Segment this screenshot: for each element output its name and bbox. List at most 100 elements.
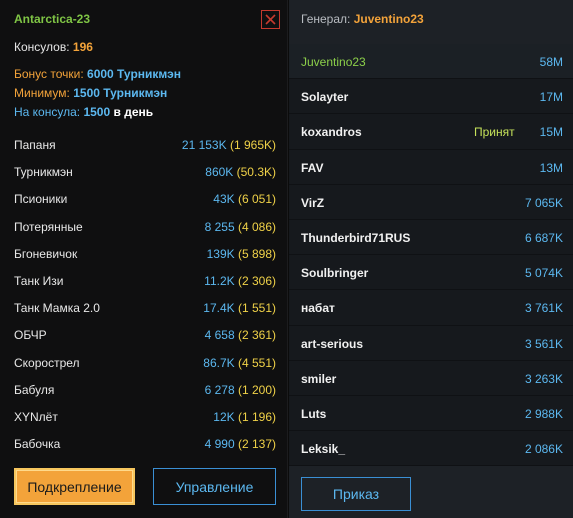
stat-value: 17.4K (1 551) xyxy=(203,301,276,315)
member-name: Luts xyxy=(301,406,327,421)
stat-extra-value: (1 196) xyxy=(237,409,276,424)
stat-row: Бгоневичок 139K (5 898) xyxy=(0,240,288,267)
stat-main-value: 139K xyxy=(206,246,235,261)
minimum-line: Минимум: 1500 Турникмэн xyxy=(14,86,167,100)
stat-name: Танк Изи xyxy=(14,273,64,288)
per-consul-label: На консула: xyxy=(14,105,81,119)
general-name: Juventino23 xyxy=(353,12,424,26)
member-row[interactable]: Thunderbird71RUS 6 687K xyxy=(289,220,573,256)
member-value: 7 065K xyxy=(524,195,563,210)
stat-extra-value: (1 965K) xyxy=(229,138,276,152)
stat-extra-value: (6 051) xyxy=(237,192,276,207)
close-button[interactable] xyxy=(261,10,280,29)
stat-value: 21 153K (1 965K) xyxy=(182,138,276,152)
stat-row: Бабочка 4 990 (2 137) xyxy=(0,430,288,457)
stat-main-value: 860K xyxy=(205,165,234,180)
member-value: 3 263K xyxy=(524,371,563,386)
stat-extra-value: (1 200) xyxy=(237,382,276,397)
consuls-line: Консулов: 196 xyxy=(14,40,93,54)
member-row[interactable]: Soulbringer 5 074K xyxy=(289,255,573,291)
stat-name: Скорострел xyxy=(14,355,80,370)
member-name: набат xyxy=(301,301,335,316)
consuls-value: 196 xyxy=(72,40,93,54)
stat-row: Потерянные 8 255 (4 086) xyxy=(0,213,288,240)
member-name: Juventino23 xyxy=(301,55,366,69)
bonus-line: Бонус точки: 6000 Турникмэн xyxy=(14,67,181,81)
stat-main-value: 21 153K xyxy=(181,138,227,152)
member-name: Thunderbird71RUS xyxy=(301,230,411,245)
minimum-label: Минимум: xyxy=(14,86,70,100)
member-name: VirZ xyxy=(301,195,325,210)
member-value: 3 561K xyxy=(524,336,563,351)
member-row[interactable]: Leksik_ 2 086K xyxy=(289,431,573,467)
member-row[interactable]: koxandros Принят 15M xyxy=(289,114,573,150)
stat-value: 4 658 (2 361) xyxy=(205,328,276,342)
stat-main-value: 6 278 xyxy=(204,382,235,397)
per-consul-value: 1500 xyxy=(83,105,111,119)
stat-value: 4 990 (2 137) xyxy=(205,437,276,451)
member-value: 6 687K xyxy=(524,230,563,245)
member-status: Принят xyxy=(474,125,515,140)
stat-row: Турникмэн 860K (50.3K) xyxy=(0,158,288,185)
members-list: Juventino23 58M Solayter 17M koxandros Прин… xyxy=(289,44,573,467)
stat-name: Бгоневичок xyxy=(14,246,78,261)
stat-row: Бабуля 6 278 (1 200) xyxy=(0,376,288,403)
per-consul-suffix: в день xyxy=(113,105,154,119)
stat-name: Псионики xyxy=(14,192,68,207)
stat-name: Потерянные xyxy=(14,219,83,234)
stat-name: Танк Мамка 2.0 xyxy=(14,301,100,316)
stat-value: 43K (6 051) xyxy=(213,192,276,206)
stat-extra-value: (4 551) xyxy=(237,355,276,370)
stat-name: XYNлёт xyxy=(14,409,58,424)
member-row[interactable]: smiler 3 263K xyxy=(289,361,573,396)
member-row[interactable]: Juventino23 58M xyxy=(289,44,573,80)
stat-extra-value: (2 361) xyxy=(237,328,276,343)
stat-name: Бабочка xyxy=(14,437,61,452)
stat-row: Танк Изи 11.2K (2 306) xyxy=(0,267,288,294)
stat-value: 139K (5 898) xyxy=(207,247,276,261)
stat-name: Папаня xyxy=(14,138,56,152)
stat-value: 6 278 (1 200) xyxy=(205,383,276,397)
stat-main-value: 4 658 xyxy=(204,328,235,343)
stat-row: Папаня 21 153K (1 965K) xyxy=(0,131,288,158)
member-row[interactable]: VirZ 7 065K xyxy=(289,185,573,220)
order-button[interactable]: Приказ xyxy=(301,477,411,511)
member-row[interactable]: FAV 13M xyxy=(289,150,573,185)
stat-name: ОБЧР xyxy=(14,328,47,343)
member-value: 17M xyxy=(539,90,563,105)
general-label: Генерал: xyxy=(301,12,351,26)
per-consul-line: На консула: 1500 в день xyxy=(14,105,153,119)
stat-main-value: 8 255 xyxy=(204,219,235,234)
stat-main-value: 4 990 xyxy=(204,437,235,452)
stat-value: 11.2K (2 306) xyxy=(204,274,276,288)
member-row[interactable]: Luts 2 988K xyxy=(289,396,573,432)
members-panel: Генерал: Juventino23 Juventino23 58M Sola… xyxy=(289,0,573,518)
clan-title: Antarctica-23 xyxy=(14,12,91,26)
general-header: Генерал: Juventino23 xyxy=(301,12,424,26)
stat-extra-value: (1 551) xyxy=(237,301,276,316)
member-name: art-serious xyxy=(301,336,364,351)
stat-row: Танк Мамка 2.0 17.4K (1 551) xyxy=(0,294,288,321)
stat-value: 860K (50.3K) xyxy=(205,165,276,179)
stat-main-value: 12K xyxy=(213,409,235,424)
reinforce-button[interactable]: Подкрепление xyxy=(14,468,135,505)
stat-value: 8 255 (4 086) xyxy=(205,220,276,234)
member-row[interactable]: набат 3 761K xyxy=(289,290,573,326)
clan-panel: Antarctica-23 Консулов: 196 Бонус точки:… xyxy=(0,0,288,518)
member-name: koxandros xyxy=(301,125,362,140)
stat-main-value: 17.4K xyxy=(203,301,235,316)
member-value: 5 074K xyxy=(524,266,563,281)
member-row[interactable]: Solayter 17M xyxy=(289,79,573,115)
manage-button[interactable]: Управление xyxy=(153,468,276,505)
stat-extra-value: (4 086) xyxy=(237,219,276,234)
stat-row: XYNлёт 12K (1 196) xyxy=(0,403,288,430)
stat-extra-value: (2 306) xyxy=(237,273,276,288)
stat-extra-value: (50.3K) xyxy=(236,165,276,180)
stat-value: 86.7K (4 551) xyxy=(203,356,276,370)
member-name: Leksik_ xyxy=(301,442,346,457)
member-name: smiler xyxy=(301,371,337,386)
close-icon xyxy=(265,14,276,25)
member-value: 2 086K xyxy=(524,442,563,457)
member-row[interactable]: art-serious 3 561K xyxy=(289,326,573,361)
minimum-value: 1500 Турникмэн xyxy=(73,86,168,100)
